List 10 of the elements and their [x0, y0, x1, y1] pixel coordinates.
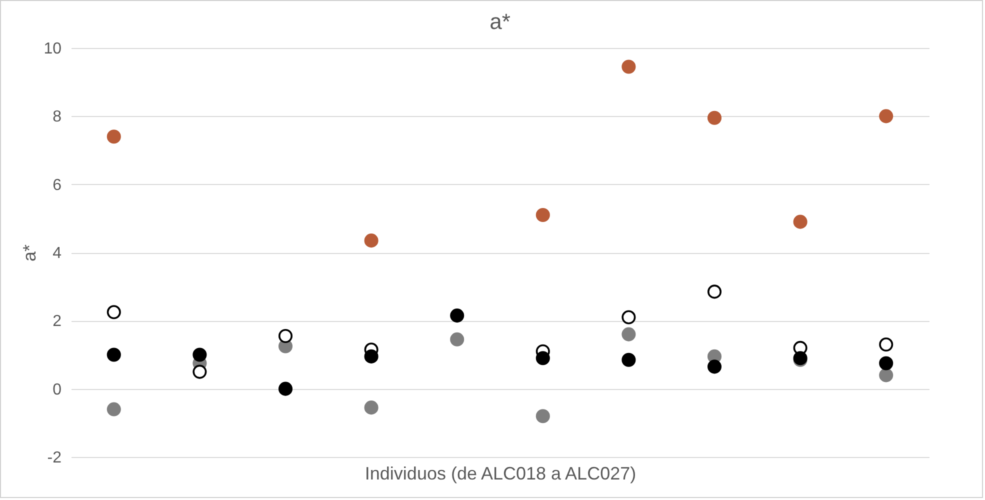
y-tick-label: -2	[47, 450, 62, 466]
y-tick-label: 10	[44, 40, 62, 58]
y-tick-label: 0	[52, 381, 62, 398]
y-tick-label: 4	[52, 245, 62, 262]
chart-title: a*	[490, 9, 511, 34]
y-tick-label: 6	[52, 176, 62, 194]
y-axis-title: a*	[20, 244, 40, 262]
y-tick-label: 2	[52, 313, 62, 330]
x-axis-title: Individuos (de ALC018 a ALC027)	[364, 464, 636, 484]
y-tick-label: 8	[52, 108, 62, 126]
